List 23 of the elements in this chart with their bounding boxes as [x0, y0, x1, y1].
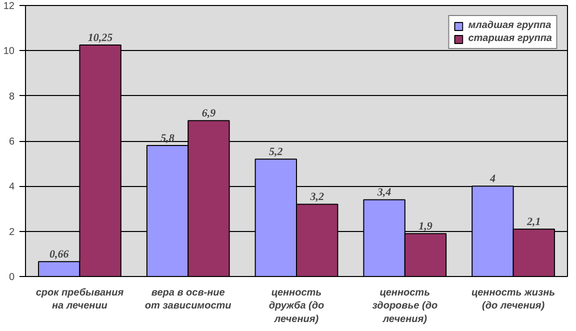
legend-label: старшая группа: [468, 33, 552, 44]
y-tick-label: 10: [3, 46, 15, 58]
y-tick-label: 0: [8, 272, 15, 283]
y-tick-label: 12: [3, 1, 15, 12]
data-label: 1,9: [418, 220, 433, 233]
data-label: 10,25: [88, 32, 114, 44]
data-label: 3,4: [376, 186, 392, 199]
data-label: 6,9: [202, 108, 216, 120]
data-label: 3,2: [309, 191, 324, 204]
data-label: 2,1: [526, 216, 541, 228]
x-tick-label: срок пребывания на лечении: [36, 288, 124, 312]
y-tick-label: 6: [8, 136, 15, 148]
data-label: 5,2: [269, 146, 284, 158]
x-tick-label: ценность жизнь (до лечения): [472, 288, 556, 312]
x-tick-label: вера в осв-ние от зависимости: [144, 288, 232, 312]
data-label: 0,66: [49, 248, 70, 261]
x-tick-label: ценность здоровье (до лечения): [372, 288, 438, 325]
legend-label: младшая группа: [468, 20, 552, 31]
y-tick-label: 2: [8, 226, 15, 238]
x-tick-label: ценность дружба (до лечения): [268, 288, 324, 325]
y-tick-label: 8: [8, 91, 15, 102]
y-tick-label: 4: [8, 182, 15, 193]
data-label: 4: [488, 173, 496, 186]
